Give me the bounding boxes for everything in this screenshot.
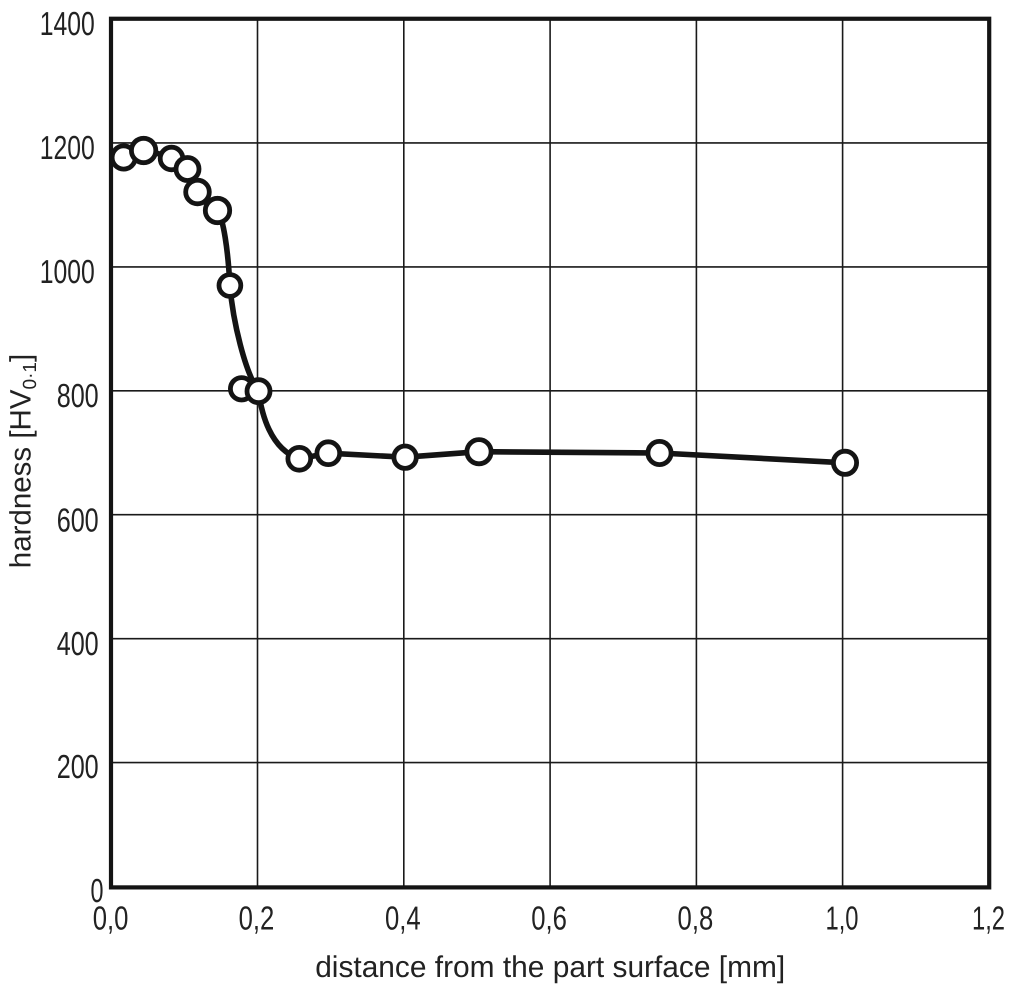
svg-text:1400: 1400	[40, 6, 95, 43]
svg-text:0,8: 0,8	[678, 901, 714, 938]
svg-text:0,2: 0,2	[239, 901, 275, 938]
svg-text:1,0: 1,0	[826, 901, 859, 938]
svg-text:0,0: 0,0	[93, 901, 129, 938]
svg-text:400: 400	[57, 626, 99, 663]
svg-text:600: 600	[57, 503, 99, 540]
svg-text:0: 0	[91, 873, 104, 910]
svg-text:0,4: 0,4	[385, 901, 421, 938]
svg-text:1000: 1000	[40, 254, 95, 291]
svg-text:800: 800	[57, 378, 99, 415]
svg-text:200: 200	[57, 749, 99, 786]
svg-text:1,2: 1,2	[972, 901, 1005, 938]
svg-text:hardness [HV0·1]: hardness [HV0·1]	[5, 354, 42, 568]
svg-text:1200: 1200	[40, 130, 95, 167]
svg-text:distance from the part surface: distance from the part surface [mm]	[315, 951, 785, 984]
svg-text:0,6: 0,6	[531, 901, 567, 938]
